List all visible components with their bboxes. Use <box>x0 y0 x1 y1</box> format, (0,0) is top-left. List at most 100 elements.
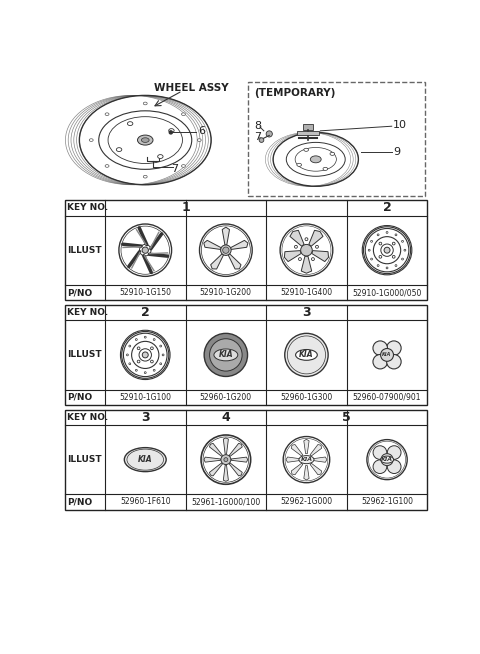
Circle shape <box>135 339 137 341</box>
Text: KEY NO.: KEY NO. <box>67 308 108 317</box>
Circle shape <box>381 454 393 466</box>
Text: KEY NO.: KEY NO. <box>67 203 108 213</box>
Text: KEY NO.: KEY NO. <box>67 413 108 422</box>
Circle shape <box>371 258 372 260</box>
Ellipse shape <box>89 139 93 141</box>
Circle shape <box>160 345 162 347</box>
Text: 52910-1G400: 52910-1G400 <box>280 288 333 297</box>
Polygon shape <box>231 457 248 462</box>
Ellipse shape <box>127 122 133 126</box>
Text: 3: 3 <box>302 306 311 319</box>
Circle shape <box>221 455 231 464</box>
Text: P/NO: P/NO <box>67 288 92 297</box>
Text: (TEMPORARY): (TEMPORARY) <box>254 88 336 98</box>
Polygon shape <box>304 466 309 480</box>
Circle shape <box>386 267 388 269</box>
Circle shape <box>379 256 382 258</box>
Text: 3: 3 <box>141 411 150 424</box>
Circle shape <box>392 242 395 245</box>
Ellipse shape <box>214 349 238 361</box>
Bar <box>65 409 427 509</box>
Circle shape <box>204 334 248 377</box>
Bar <box>65 305 427 405</box>
Circle shape <box>392 256 395 258</box>
Ellipse shape <box>197 139 201 141</box>
Ellipse shape <box>387 460 401 473</box>
Circle shape <box>223 247 229 253</box>
Polygon shape <box>223 465 228 481</box>
Polygon shape <box>211 254 224 269</box>
Text: 52910-1G200: 52910-1G200 <box>200 288 252 297</box>
Text: ILLUST: ILLUST <box>67 351 102 360</box>
Ellipse shape <box>181 165 185 167</box>
Text: ILLUST: ILLUST <box>67 455 102 464</box>
Polygon shape <box>301 256 312 273</box>
Text: P/NO: P/NO <box>67 393 92 402</box>
Text: KIA: KIA <box>299 351 314 360</box>
Polygon shape <box>204 457 220 462</box>
Circle shape <box>135 370 137 371</box>
Polygon shape <box>209 463 223 476</box>
Ellipse shape <box>116 148 122 152</box>
Polygon shape <box>223 438 228 455</box>
Circle shape <box>153 370 155 371</box>
Ellipse shape <box>311 156 321 163</box>
Ellipse shape <box>387 446 401 459</box>
Ellipse shape <box>304 148 309 151</box>
Circle shape <box>300 245 312 256</box>
Circle shape <box>144 336 146 338</box>
Polygon shape <box>229 463 242 476</box>
Text: 2: 2 <box>383 201 391 215</box>
Polygon shape <box>286 457 300 462</box>
Text: 52960-07900/901: 52960-07900/901 <box>353 393 421 402</box>
Circle shape <box>169 131 172 134</box>
Circle shape <box>294 245 298 249</box>
Ellipse shape <box>105 113 109 116</box>
Polygon shape <box>228 254 241 269</box>
Text: P/NO: P/NO <box>67 498 92 506</box>
Text: ILLUST: ILLUST <box>67 246 102 254</box>
Polygon shape <box>310 445 322 456</box>
Circle shape <box>137 360 140 363</box>
Text: 7: 7 <box>254 132 261 142</box>
Circle shape <box>299 258 301 260</box>
Text: 52962-1G100: 52962-1G100 <box>361 498 413 506</box>
Circle shape <box>129 345 131 347</box>
Circle shape <box>386 232 388 233</box>
Circle shape <box>129 363 131 365</box>
Polygon shape <box>291 445 303 456</box>
Circle shape <box>126 354 128 356</box>
Text: 52960-1F610: 52960-1F610 <box>120 498 170 506</box>
Ellipse shape <box>124 447 166 472</box>
Circle shape <box>259 138 264 143</box>
Polygon shape <box>304 439 309 454</box>
Polygon shape <box>309 230 323 246</box>
Ellipse shape <box>373 460 387 473</box>
Text: 7: 7 <box>171 164 178 175</box>
Ellipse shape <box>157 154 163 158</box>
Text: 52960-1G300: 52960-1G300 <box>280 393 333 402</box>
Text: WHEEL ASSY: WHEEL ASSY <box>155 82 229 93</box>
Circle shape <box>315 245 318 249</box>
Text: KIA: KIA <box>218 351 233 360</box>
Ellipse shape <box>105 165 109 167</box>
Text: 52910-1G000/050: 52910-1G000/050 <box>352 288 422 297</box>
Circle shape <box>404 249 406 251</box>
Circle shape <box>395 234 397 235</box>
Circle shape <box>402 241 404 242</box>
Polygon shape <box>290 230 304 246</box>
Circle shape <box>153 339 155 341</box>
Text: 2: 2 <box>141 306 150 319</box>
Circle shape <box>142 247 148 253</box>
Circle shape <box>151 347 153 350</box>
Circle shape <box>395 265 397 266</box>
Ellipse shape <box>144 175 147 178</box>
Circle shape <box>377 265 379 266</box>
Polygon shape <box>284 250 301 262</box>
Polygon shape <box>222 227 229 245</box>
Text: 8: 8 <box>254 121 261 131</box>
Bar <box>248 82 425 196</box>
Ellipse shape <box>168 129 174 133</box>
Circle shape <box>224 458 228 462</box>
Text: 5: 5 <box>342 411 351 424</box>
